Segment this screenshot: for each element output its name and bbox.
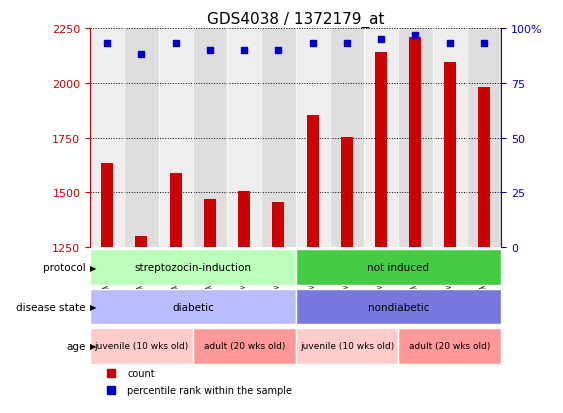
Bar bbox=[159, 29, 193, 248]
Bar bbox=[307, 115, 319, 248]
Point bbox=[240, 47, 249, 54]
Text: adult (20 wks old): adult (20 wks old) bbox=[203, 342, 285, 351]
Bar bbox=[238, 192, 250, 248]
Bar bbox=[204, 199, 216, 248]
Text: not induced: not induced bbox=[367, 262, 430, 273]
Text: nondiabetic: nondiabetic bbox=[368, 302, 429, 312]
Text: ▶: ▶ bbox=[90, 263, 97, 272]
Bar bbox=[296, 328, 399, 364]
Text: juvenile (10 wks old): juvenile (10 wks old) bbox=[95, 342, 189, 351]
Bar bbox=[227, 29, 261, 248]
Point bbox=[137, 52, 146, 59]
Bar bbox=[90, 289, 296, 325]
Text: diabetic: diabetic bbox=[172, 302, 214, 312]
Point bbox=[377, 36, 386, 43]
Bar bbox=[432, 29, 467, 248]
Bar bbox=[296, 250, 501, 285]
Text: juvenile (10 wks old): juvenile (10 wks old) bbox=[300, 342, 394, 351]
Bar bbox=[364, 29, 399, 248]
Point bbox=[411, 32, 420, 39]
Bar bbox=[330, 29, 364, 248]
Point bbox=[102, 41, 111, 47]
Bar bbox=[444, 63, 455, 248]
Title: GDS4038 / 1372179_at: GDS4038 / 1372179_at bbox=[207, 12, 385, 28]
Bar bbox=[90, 328, 193, 364]
Point bbox=[205, 47, 215, 54]
Bar bbox=[375, 53, 387, 248]
Bar bbox=[193, 328, 296, 364]
Bar bbox=[90, 250, 296, 285]
Point bbox=[480, 41, 489, 47]
Bar bbox=[261, 29, 296, 248]
Point bbox=[274, 47, 283, 54]
Text: ▶: ▶ bbox=[90, 342, 97, 351]
Bar bbox=[341, 137, 353, 248]
Text: protocol: protocol bbox=[43, 262, 86, 273]
Bar bbox=[399, 29, 432, 248]
Text: streptozocin-induction: streptozocin-induction bbox=[135, 262, 251, 273]
Bar bbox=[478, 88, 490, 248]
Bar bbox=[90, 29, 124, 248]
Bar bbox=[136, 237, 148, 248]
Text: age: age bbox=[66, 341, 86, 351]
Text: ▶: ▶ bbox=[90, 302, 97, 311]
Point bbox=[445, 41, 454, 47]
Bar bbox=[124, 29, 159, 248]
Bar bbox=[296, 29, 330, 248]
Text: disease state: disease state bbox=[16, 302, 86, 312]
Text: adult (20 wks old): adult (20 wks old) bbox=[409, 342, 490, 351]
Text: percentile rank within the sample: percentile rank within the sample bbox=[127, 385, 292, 395]
Point bbox=[342, 41, 351, 47]
Point bbox=[171, 41, 180, 47]
Bar bbox=[399, 328, 501, 364]
Bar bbox=[296, 289, 501, 325]
Point bbox=[308, 41, 317, 47]
Text: count: count bbox=[127, 368, 155, 378]
Bar bbox=[467, 29, 501, 248]
Bar bbox=[169, 173, 182, 248]
Bar bbox=[272, 203, 284, 248]
Bar bbox=[409, 38, 422, 248]
Bar bbox=[101, 164, 113, 248]
Bar bbox=[193, 29, 227, 248]
